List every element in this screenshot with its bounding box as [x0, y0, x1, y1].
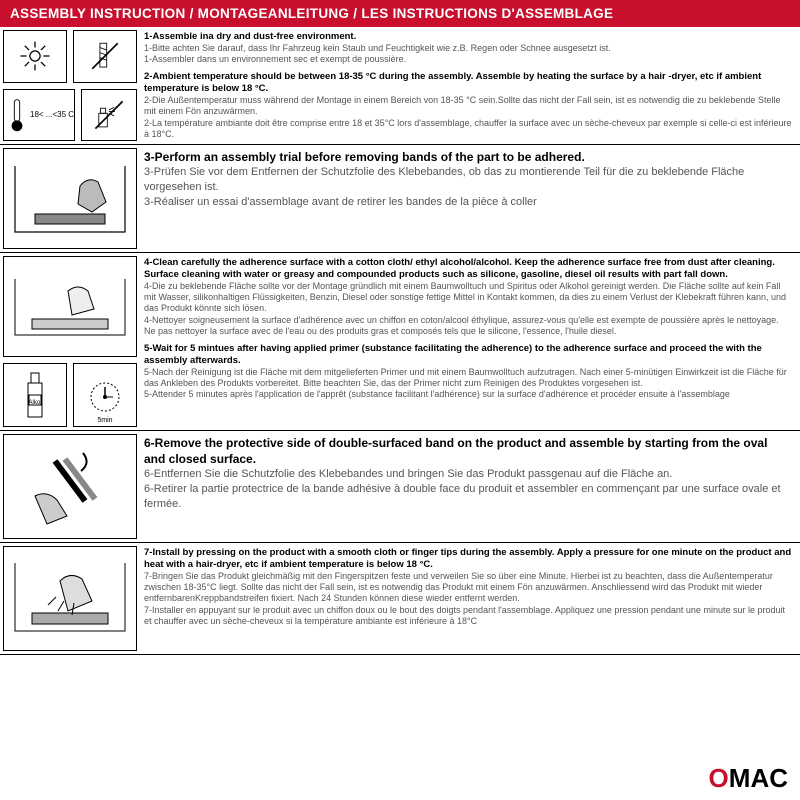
- icon-cell-7: [0, 543, 140, 654]
- s6-en: 6-Remove the protective side of double-s…: [144, 435, 792, 467]
- icon-cell-1: 18< ...<35 C: [0, 27, 140, 144]
- no-spray-icon: [81, 89, 137, 142]
- no-screw-icon: [73, 30, 137, 83]
- temp-label: 18< ...<35 C: [30, 110, 74, 119]
- s4-en: 4-Clean carefully the adherence surface …: [144, 257, 792, 281]
- row-6: 6-Remove the protective side of double-s…: [0, 431, 800, 543]
- s2-de: 2-Die Außentemperatur muss während der M…: [144, 95, 792, 118]
- s3-de: 3-Prüfen Sie vor dem Entfernen der Schut…: [144, 165, 792, 195]
- text-cell-3: 3-Perform an assembly trial before remov…: [140, 145, 800, 252]
- s6-fr: 6-Retirer la partie protectrice de la ba…: [144, 482, 792, 512]
- s5-en: 5-Wait for 5 mintues after having applie…: [144, 343, 792, 367]
- trial-fit-icon: [3, 148, 137, 249]
- text-cell-4-5: 4-Clean carefully the adherence surface …: [140, 253, 800, 430]
- timer-icon: 5min: [73, 363, 137, 427]
- s5-fr: 5-Attender 5 minutes après l'application…: [144, 389, 792, 400]
- header-bar: ASSEMBLY INSTRUCTION / MONTAGEANLEITUNG …: [0, 0, 800, 27]
- s7-en: 7-Install by pressing on the product wit…: [144, 547, 792, 571]
- row-3: 3-Perform an assembly trial before remov…: [0, 145, 800, 253]
- s6-de: 6-Entfernen Sie die Schutzfolie des Kleb…: [144, 467, 792, 482]
- s3-en: 3-Perform an assembly trial before remov…: [144, 149, 792, 165]
- row-7: 7-Install by pressing on the product wit…: [0, 543, 800, 655]
- s3-fr: 3-Réaliser un essai d'assemblage avant d…: [144, 195, 792, 210]
- text-cell-1-2: 1-Assemble ina dry and dust-free environ…: [140, 27, 800, 144]
- s5-de: 5-Nach der Reinigung ist die Fläche mit …: [144, 367, 792, 390]
- s1-en: 1-Assemble ina dry and dust-free environ…: [144, 31, 792, 43]
- icon-cell-6: [0, 431, 140, 542]
- text-cell-6: 6-Remove the protective side of double-s…: [140, 431, 800, 542]
- text-cell-7: 7-Install by pressing on the product wit…: [140, 543, 800, 654]
- s4-fr: 4-Nettoyer soigneusement la surface d'ad…: [144, 315, 792, 338]
- s1-fr: 1-Assembler dans un environnement sec et…: [144, 54, 792, 65]
- alcohol-label: Alkol: [28, 400, 41, 406]
- brand-logo: OMAC: [709, 763, 788, 794]
- icon-cell-3: [0, 145, 140, 252]
- s7-de: 7-Bringen Sie das Produkt gleichmäßig mi…: [144, 571, 792, 605]
- s2-en: 2-Ambient temperature should be between …: [144, 71, 792, 95]
- s2-fr: 2-La température ambiante doit être comp…: [144, 118, 792, 141]
- s7-fr: 7-Installer en appuyant sur le produit a…: [144, 605, 792, 628]
- clean-surface-icon: [3, 256, 137, 357]
- row-4-5: Alkol 5min 4-Clean carefully the adheren…: [0, 253, 800, 431]
- icon-cell-4-5: Alkol 5min: [0, 253, 140, 430]
- s4-de: 4-Die zu beklebende Fläche sollte vor de…: [144, 281, 792, 315]
- timer-label: 5min: [97, 417, 112, 424]
- row-1-2: 18< ...<35 C 1-Assemble ina dry and dust…: [0, 27, 800, 145]
- sun-icon: [3, 30, 67, 83]
- s1-de: 1-Bitte achten Sie darauf, dass Ihr Fahr…: [144, 43, 792, 54]
- press-install-icon: [3, 546, 137, 651]
- peel-tape-icon: [3, 434, 137, 539]
- thermometer-icon: 18< ...<35 C: [3, 89, 75, 142]
- alcohol-bottle-icon: Alkol: [3, 363, 67, 427]
- header-title: ASSEMBLY INSTRUCTION / MONTAGEANLEITUNG …: [10, 6, 613, 21]
